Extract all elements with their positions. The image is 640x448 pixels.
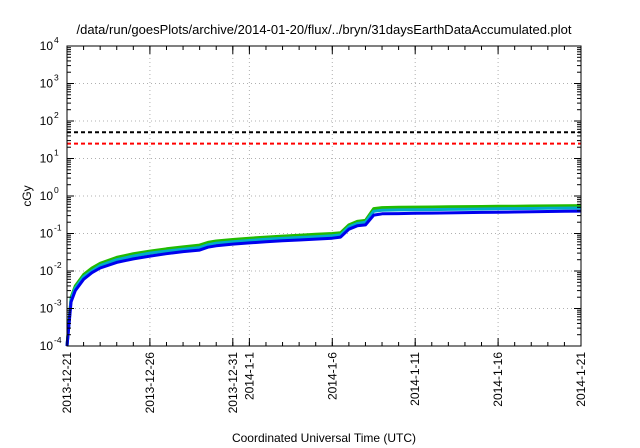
y-tick-label: 10 [40,189,54,203]
x-tick-label: 2014-1-16 [491,352,505,407]
x-axis-label: Coordinated Universal Time (UTC) [232,431,416,445]
x-tick-label: 2013-12-31 [226,352,240,414]
y-tick-label: 10 [40,227,54,241]
y-tick-exponent: 1 [54,148,59,158]
y-tick-exponent: 2 [54,110,59,120]
y-tick-label: 10 [40,339,54,353]
y-tick-label: 10 [40,264,54,278]
series-group [65,204,582,347]
reference-lines [67,131,581,145]
y-tick-exponent: -4 [54,335,62,345]
y-tick-exponent: 4 [54,35,59,45]
grid [67,46,581,346]
y-tick-label: 10 [40,152,54,166]
series-line-2 [65,206,582,347]
y-tick-exponent: -3 [54,298,62,308]
y-axis-label: cGy [20,185,34,206]
y-tick-label: 10 [40,302,54,316]
x-tick-label: 2014-1-11 [408,352,422,406]
y-tick-label: 10 [40,77,54,91]
y-tick-exponent: -1 [54,223,62,233]
x-tick-label: 2013-12-26 [143,352,157,414]
y-tick-exponent: 3 [54,73,59,83]
chart-title: /data/run/goesPlots/archive/2014-01-20/f… [76,22,571,37]
x-tick-label: 2014-1-6 [325,352,339,400]
y-tick-exponent: 0 [54,185,59,195]
x-tick-label: 2014-1-1 [242,352,256,400]
x-axis-ticks: 2013-12-21 2013-12-26 2013-12-31 2014-1-1 20… [60,46,588,413]
series-line-3 [65,209,582,347]
y-tick-label: 10 [40,39,54,53]
series-line-1 [65,204,582,347]
x-tick-label: 2013-12-21 [60,352,74,414]
y-tick-label: 10 [40,114,54,128]
y-tick-exponent: -2 [54,260,62,270]
x-tick-label: 2014-1-21 [574,352,588,407]
